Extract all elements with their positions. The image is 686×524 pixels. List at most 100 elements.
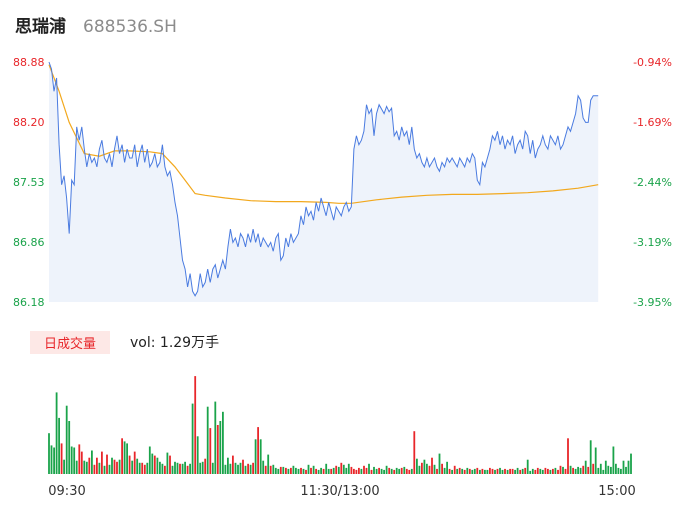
volume-bar bbox=[191, 403, 194, 474]
volume-bar bbox=[224, 464, 227, 474]
volume-bar bbox=[189, 463, 191, 474]
volume-bar bbox=[468, 468, 471, 474]
volume-bar bbox=[65, 405, 68, 474]
x-tick-label: 15:00 bbox=[598, 484, 635, 499]
volume-bar bbox=[597, 467, 600, 474]
volume-bar bbox=[93, 464, 96, 474]
volume-bar bbox=[50, 445, 53, 474]
volume-bar bbox=[549, 469, 552, 474]
volume-bar bbox=[612, 446, 615, 474]
volume-bar bbox=[128, 455, 131, 474]
volume-bar bbox=[421, 462, 423, 474]
volume-bar bbox=[599, 463, 602, 474]
volume-bar bbox=[627, 460, 630, 474]
volume-bar bbox=[368, 463, 370, 474]
pct-tick-label: -1.69% bbox=[633, 116, 672, 129]
volume-bar bbox=[494, 469, 496, 474]
volume-bar bbox=[184, 461, 186, 474]
volume-bar bbox=[194, 376, 197, 474]
volume-bar bbox=[88, 457, 91, 474]
volume-bar bbox=[431, 457, 433, 474]
x-tick-label: 11:30/13:00 bbox=[300, 484, 379, 499]
volume-bar bbox=[55, 392, 58, 474]
volume-bar bbox=[496, 468, 499, 474]
volume-bar bbox=[509, 468, 511, 474]
volume-bar bbox=[625, 466, 627, 474]
volume-bar bbox=[448, 468, 451, 474]
volume-bar bbox=[148, 446, 151, 474]
stock-name: 思瑞浦 bbox=[15, 16, 66, 37]
volume-bar bbox=[587, 466, 590, 474]
volume-bar bbox=[554, 467, 557, 474]
volume-bar bbox=[476, 467, 479, 474]
volume-bar bbox=[446, 461, 448, 474]
volume-bar bbox=[403, 466, 406, 474]
volume-bar bbox=[345, 467, 348, 474]
volume-bar bbox=[63, 459, 65, 474]
volume-bar bbox=[101, 451, 103, 474]
volume-bar bbox=[310, 467, 312, 474]
volume-bar bbox=[292, 465, 295, 474]
volume-bar bbox=[615, 463, 617, 474]
volume-bar bbox=[58, 417, 60, 474]
volume-bar bbox=[227, 457, 229, 474]
volume-bar bbox=[121, 438, 123, 474]
volume-bar bbox=[418, 465, 421, 474]
volume-bar bbox=[257, 427, 259, 474]
volume-bar bbox=[216, 425, 219, 474]
volume-bar bbox=[96, 457, 98, 474]
volume-bar bbox=[433, 464, 436, 474]
volume-bar bbox=[405, 468, 408, 474]
volume-bar bbox=[53, 447, 55, 474]
volume-bar bbox=[337, 466, 340, 474]
volume-bar bbox=[136, 458, 139, 474]
volume-bar bbox=[544, 467, 547, 474]
volume-bar bbox=[285, 467, 287, 474]
volume-bar bbox=[529, 470, 532, 474]
volume-bar bbox=[111, 457, 113, 474]
volume-bar bbox=[456, 468, 459, 474]
volume-bar bbox=[222, 411, 224, 474]
volume-bar bbox=[610, 466, 612, 474]
volume-bar bbox=[499, 467, 501, 474]
volume-bar bbox=[398, 468, 401, 474]
volume-bar bbox=[290, 467, 292, 474]
volume-bar bbox=[166, 452, 169, 474]
volume-bar bbox=[237, 464, 239, 474]
volume-bar bbox=[171, 465, 174, 474]
volume-bar bbox=[504, 468, 506, 474]
volume-bar bbox=[317, 469, 320, 474]
volume-bar bbox=[486, 469, 489, 474]
volume-bar bbox=[267, 454, 270, 474]
volume-legend-label: 日成交量 bbox=[44, 336, 96, 352]
volume-bar bbox=[416, 458, 418, 474]
volume-bar bbox=[153, 455, 156, 474]
volume-bar bbox=[347, 463, 350, 474]
volume-bar bbox=[91, 450, 93, 474]
volume-bar bbox=[355, 469, 358, 474]
volume-bar bbox=[574, 468, 577, 474]
volume-bar bbox=[322, 468, 325, 474]
volume-bar bbox=[300, 467, 302, 474]
volume-bar bbox=[370, 469, 373, 474]
volume-bar bbox=[282, 466, 285, 474]
pct-tick-label: -2.44% bbox=[633, 176, 672, 189]
volume-bar bbox=[436, 468, 438, 474]
volume-bar bbox=[272, 464, 275, 474]
y-tick-label: 86.18 bbox=[13, 296, 45, 309]
volume-bar bbox=[438, 453, 441, 474]
volume-bar bbox=[519, 469, 522, 474]
volume-bar bbox=[365, 467, 368, 474]
volume-bar bbox=[630, 453, 632, 474]
volume-bar bbox=[410, 468, 413, 474]
volume-bar bbox=[138, 462, 141, 474]
volume-bar bbox=[567, 438, 569, 474]
volume-bar bbox=[622, 460, 625, 474]
volume-bar bbox=[60, 443, 63, 474]
volume-bar bbox=[85, 461, 88, 474]
volume-bar bbox=[75, 460, 78, 474]
volume-bar bbox=[423, 459, 426, 474]
volume-bar bbox=[557, 469, 559, 474]
volume-bar bbox=[214, 401, 217, 474]
volume-bar bbox=[143, 464, 146, 474]
